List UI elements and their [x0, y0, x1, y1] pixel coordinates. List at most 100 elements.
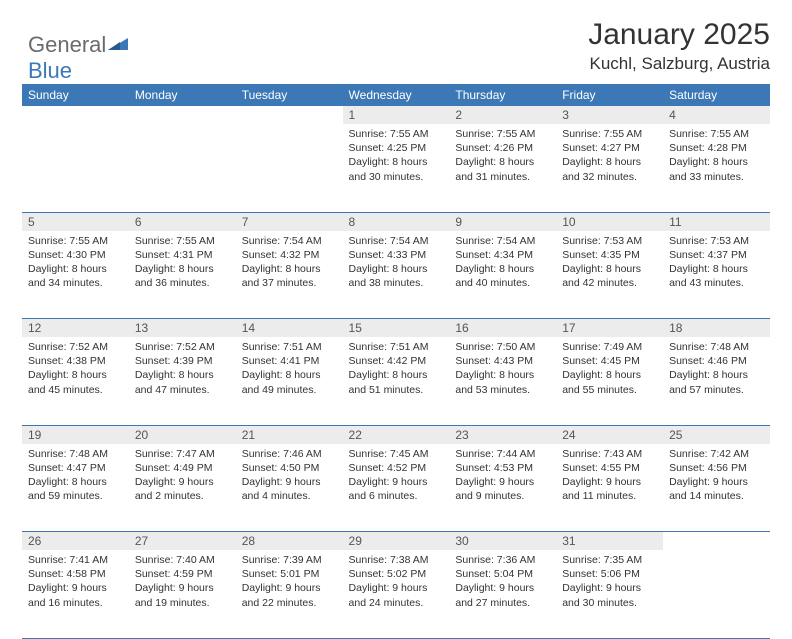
day-number-cell: 27 [129, 532, 236, 551]
day-number-row: 1234 [22, 106, 770, 124]
location-text: Kuchl, Salzburg, Austria [22, 54, 770, 74]
day-cell: Sunrise: 7:55 AMSunset: 4:31 PMDaylight:… [129, 231, 236, 319]
day-cell: Sunrise: 7:51 AMSunset: 4:42 PMDaylight:… [343, 337, 450, 425]
day-cell: Sunrise: 7:55 AMSunset: 4:28 PMDaylight:… [663, 124, 770, 212]
day-cell: Sunrise: 7:43 AMSunset: 4:55 PMDaylight:… [556, 444, 663, 532]
weekday-header: Friday [556, 84, 663, 106]
month-title: January 2025 [22, 18, 770, 52]
day-number-cell: 1 [343, 106, 450, 124]
day-cell: Sunrise: 7:42 AMSunset: 4:56 PMDaylight:… [663, 444, 770, 532]
day-number-row: 262728293031 [22, 532, 770, 551]
weekday-header-row: SundayMondayTuesdayWednesdayThursdayFrid… [22, 84, 770, 106]
day-number-cell: 22 [343, 425, 450, 444]
day-number-cell: 24 [556, 425, 663, 444]
day-number-row: 12131415161718 [22, 319, 770, 338]
day-number-cell: 3 [556, 106, 663, 124]
day-number-cell: 7 [236, 212, 343, 231]
day-cell: Sunrise: 7:48 AMSunset: 4:46 PMDaylight:… [663, 337, 770, 425]
day-details: Sunrise: 7:55 AMSunset: 4:26 PMDaylight:… [449, 124, 556, 189]
day-details: Sunrise: 7:49 AMSunset: 4:45 PMDaylight:… [556, 337, 663, 402]
day-cell: Sunrise: 7:35 AMSunset: 5:06 PMDaylight:… [556, 550, 663, 638]
day-cell [129, 124, 236, 212]
day-cell: Sunrise: 7:54 AMSunset: 4:33 PMDaylight:… [343, 231, 450, 319]
day-details: Sunrise: 7:42 AMSunset: 4:56 PMDaylight:… [663, 444, 770, 509]
day-number-cell: 26 [22, 532, 129, 551]
day-number-cell: 21 [236, 425, 343, 444]
day-cell: Sunrise: 7:47 AMSunset: 4:49 PMDaylight:… [129, 444, 236, 532]
day-number-cell: 4 [663, 106, 770, 124]
day-cell [22, 124, 129, 212]
day-number-cell: 28 [236, 532, 343, 551]
day-number-cell: 14 [236, 319, 343, 338]
day-details: Sunrise: 7:51 AMSunset: 4:42 PMDaylight:… [343, 337, 450, 402]
day-cell: Sunrise: 7:41 AMSunset: 4:58 PMDaylight:… [22, 550, 129, 638]
day-cell: Sunrise: 7:39 AMSunset: 5:01 PMDaylight:… [236, 550, 343, 638]
day-cell: Sunrise: 7:40 AMSunset: 4:59 PMDaylight:… [129, 550, 236, 638]
day-details: Sunrise: 7:35 AMSunset: 5:06 PMDaylight:… [556, 550, 663, 615]
day-number-cell: 5 [22, 212, 129, 231]
day-number-cell: 30 [449, 532, 556, 551]
day-details: Sunrise: 7:36 AMSunset: 5:04 PMDaylight:… [449, 550, 556, 615]
day-cell: Sunrise: 7:46 AMSunset: 4:50 PMDaylight:… [236, 444, 343, 532]
day-number-cell: 13 [129, 319, 236, 338]
day-cell: Sunrise: 7:44 AMSunset: 4:53 PMDaylight:… [449, 444, 556, 532]
day-details: Sunrise: 7:53 AMSunset: 4:35 PMDaylight:… [556, 231, 663, 296]
day-cell: Sunrise: 7:45 AMSunset: 4:52 PMDaylight:… [343, 444, 450, 532]
day-details: Sunrise: 7:54 AMSunset: 4:33 PMDaylight:… [343, 231, 450, 296]
week-row: Sunrise: 7:55 AMSunset: 4:30 PMDaylight:… [22, 231, 770, 319]
week-row: Sunrise: 7:52 AMSunset: 4:38 PMDaylight:… [22, 337, 770, 425]
day-number-cell: 31 [556, 532, 663, 551]
week-row: Sunrise: 7:48 AMSunset: 4:47 PMDaylight:… [22, 444, 770, 532]
day-number-cell: 10 [556, 212, 663, 231]
day-cell: Sunrise: 7:49 AMSunset: 4:45 PMDaylight:… [556, 337, 663, 425]
day-number-cell: 6 [129, 212, 236, 231]
weekday-header: Thursday [449, 84, 556, 106]
day-number-cell: 15 [343, 319, 450, 338]
day-cell: Sunrise: 7:52 AMSunset: 4:38 PMDaylight:… [22, 337, 129, 425]
day-number-cell: 23 [449, 425, 556, 444]
day-number-cell: 20 [129, 425, 236, 444]
day-cell: Sunrise: 7:55 AMSunset: 4:25 PMDaylight:… [343, 124, 450, 212]
day-cell: Sunrise: 7:53 AMSunset: 4:35 PMDaylight:… [556, 231, 663, 319]
day-details: Sunrise: 7:41 AMSunset: 4:58 PMDaylight:… [22, 550, 129, 615]
weekday-header: Tuesday [236, 84, 343, 106]
day-details: Sunrise: 7:53 AMSunset: 4:37 PMDaylight:… [663, 231, 770, 296]
day-cell: Sunrise: 7:50 AMSunset: 4:43 PMDaylight:… [449, 337, 556, 425]
weekday-header: Sunday [22, 84, 129, 106]
day-cell: Sunrise: 7:54 AMSunset: 4:32 PMDaylight:… [236, 231, 343, 319]
day-number-cell: 19 [22, 425, 129, 444]
day-number-cell [663, 532, 770, 551]
day-details: Sunrise: 7:55 AMSunset: 4:25 PMDaylight:… [343, 124, 450, 189]
weekday-header: Monday [129, 84, 236, 106]
day-cell [663, 550, 770, 638]
day-number-cell [236, 106, 343, 124]
day-number-cell: 12 [22, 319, 129, 338]
day-number-cell: 8 [343, 212, 450, 231]
logo-text-1: General [28, 32, 106, 57]
day-number-row: 567891011 [22, 212, 770, 231]
day-cell: Sunrise: 7:55 AMSunset: 4:30 PMDaylight:… [22, 231, 129, 319]
day-number-cell: 17 [556, 319, 663, 338]
day-cell: Sunrise: 7:55 AMSunset: 4:26 PMDaylight:… [449, 124, 556, 212]
day-number-cell: 11 [663, 212, 770, 231]
day-number-cell [129, 106, 236, 124]
day-cell: Sunrise: 7:55 AMSunset: 4:27 PMDaylight:… [556, 124, 663, 212]
day-number-cell: 2 [449, 106, 556, 124]
calendar-body: 1234Sunrise: 7:55 AMSunset: 4:25 PMDayli… [22, 106, 770, 638]
logo-text-2: Blue [28, 58, 72, 83]
day-cell: Sunrise: 7:54 AMSunset: 4:34 PMDaylight:… [449, 231, 556, 319]
day-details: Sunrise: 7:52 AMSunset: 4:38 PMDaylight:… [22, 337, 129, 402]
day-details: Sunrise: 7:48 AMSunset: 4:47 PMDaylight:… [22, 444, 129, 509]
day-number-cell [22, 106, 129, 124]
day-number-cell: 29 [343, 532, 450, 551]
day-details: Sunrise: 7:51 AMSunset: 4:41 PMDaylight:… [236, 337, 343, 402]
day-cell: Sunrise: 7:52 AMSunset: 4:39 PMDaylight:… [129, 337, 236, 425]
day-cell: Sunrise: 7:51 AMSunset: 4:41 PMDaylight:… [236, 337, 343, 425]
day-cell: Sunrise: 7:38 AMSunset: 5:02 PMDaylight:… [343, 550, 450, 638]
day-details: Sunrise: 7:43 AMSunset: 4:55 PMDaylight:… [556, 444, 663, 509]
weekday-header: Wednesday [343, 84, 450, 106]
day-cell: Sunrise: 7:48 AMSunset: 4:47 PMDaylight:… [22, 444, 129, 532]
day-cell: Sunrise: 7:36 AMSunset: 5:04 PMDaylight:… [449, 550, 556, 638]
day-number-row: 19202122232425 [22, 425, 770, 444]
day-cell: Sunrise: 7:53 AMSunset: 4:37 PMDaylight:… [663, 231, 770, 319]
